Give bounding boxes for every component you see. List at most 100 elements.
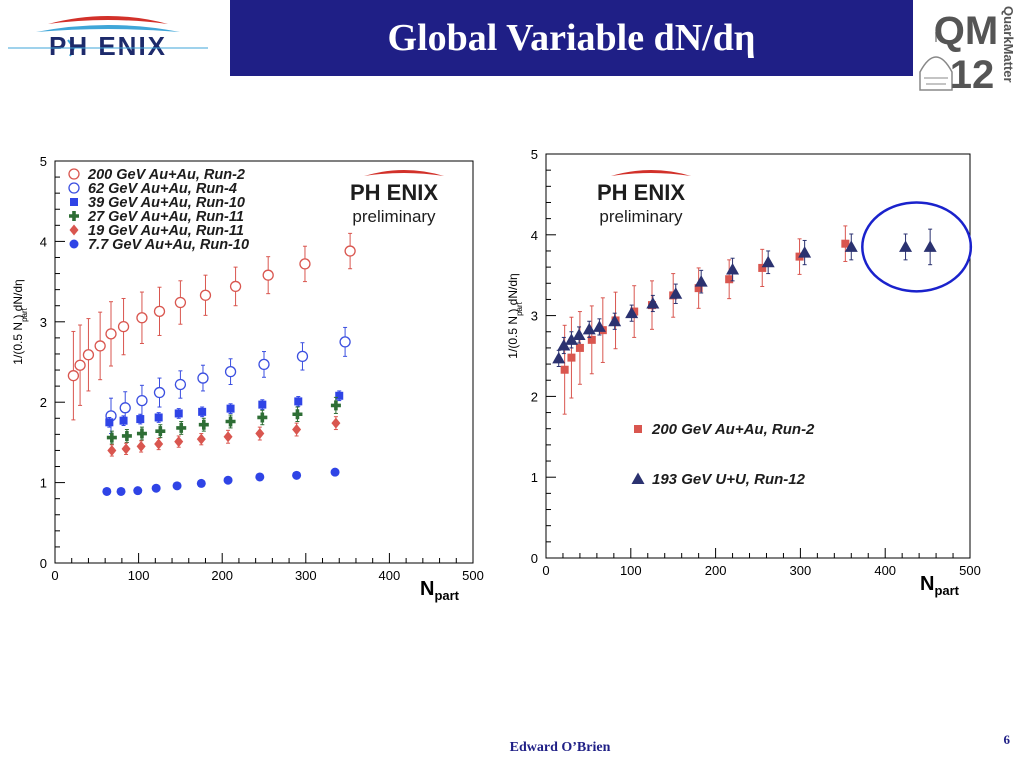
data-point bbox=[608, 314, 622, 327]
qm-logo-number: 12 bbox=[950, 53, 995, 94]
data-point bbox=[196, 478, 206, 488]
y-axis-label-sub: part bbox=[515, 301, 524, 316]
x-tick-label: 100 bbox=[620, 563, 642, 578]
data-point bbox=[798, 246, 812, 258]
data-point bbox=[844, 240, 858, 252]
legend-marker bbox=[70, 198, 78, 206]
data-point bbox=[136, 440, 146, 452]
data-point bbox=[198, 407, 207, 416]
data-point bbox=[335, 391, 344, 400]
data-point bbox=[694, 284, 703, 293]
y-tick-label: 3 bbox=[40, 315, 47, 330]
watermark-phenix: PH ENIX bbox=[597, 180, 685, 205]
capitol-dome-icon bbox=[919, 32, 953, 91]
legend-marker bbox=[69, 239, 79, 249]
data-point bbox=[725, 275, 734, 284]
page-number: 6 bbox=[1003, 732, 1011, 747]
data-point bbox=[255, 428, 265, 440]
y-axis-label-sub: part bbox=[20, 307, 29, 322]
legend-marker bbox=[68, 182, 80, 194]
legend-label: 27 GeV Au+Au, Run-11 bbox=[87, 209, 244, 225]
data-point bbox=[292, 409, 303, 420]
x-tick-label: 200 bbox=[211, 568, 233, 583]
data-point bbox=[575, 343, 584, 352]
chart-right: 0 100 200 300 400 500 0 1 2 3 4 5 Npart 1/(0.5 N ) dN… bbox=[506, 147, 981, 598]
data-point bbox=[841, 239, 850, 248]
legend-label: 19 GeV Au+Au, Run-11 bbox=[88, 223, 244, 239]
y-tick-label: 4 bbox=[531, 228, 538, 243]
series-6 bbox=[102, 467, 340, 496]
data-point bbox=[294, 397, 303, 406]
x-axis-label: Npart bbox=[420, 578, 460, 603]
data-point bbox=[226, 404, 235, 413]
axes bbox=[54, 160, 474, 564]
data-point bbox=[262, 269, 274, 281]
legend-marker bbox=[69, 211, 79, 221]
data-point bbox=[229, 280, 242, 293]
data-point bbox=[67, 370, 80, 382]
watermark-preliminary: preliminary bbox=[352, 207, 436, 226]
data-point bbox=[176, 422, 187, 433]
data-point bbox=[592, 320, 606, 332]
data-point bbox=[174, 378, 187, 391]
data-point bbox=[82, 349, 95, 361]
data-point bbox=[899, 240, 913, 252]
data-point bbox=[625, 306, 639, 319]
data-point bbox=[694, 275, 708, 287]
y-tick-label: 0 bbox=[531, 551, 538, 566]
data-point bbox=[74, 359, 86, 371]
data-point bbox=[174, 409, 183, 418]
watermark-preliminary: preliminary bbox=[599, 207, 683, 226]
data-point bbox=[292, 424, 302, 436]
plot-frame bbox=[54, 160, 474, 564]
y-tick-label: 2 bbox=[531, 389, 538, 404]
data-point bbox=[133, 486, 143, 496]
y-tick-label: 1 bbox=[40, 476, 47, 491]
data-point bbox=[174, 296, 187, 309]
x-tick-label: 500 bbox=[462, 568, 484, 583]
data-point bbox=[557, 338, 571, 351]
phenix-firebird-icon bbox=[364, 170, 444, 176]
phenix-preliminary-watermark: PH ENIX preliminary bbox=[597, 170, 691, 226]
legend-label: 39 GeV Au+Au, Run-10 bbox=[88, 195, 245, 211]
data-point bbox=[172, 481, 182, 491]
x-tick-label: 0 bbox=[51, 568, 58, 583]
data-point bbox=[224, 365, 237, 378]
x-tick-label: 400 bbox=[379, 568, 401, 583]
data-point bbox=[923, 240, 937, 252]
data-point bbox=[94, 340, 106, 352]
x-axis-label-sub: part bbox=[434, 588, 459, 603]
data-point bbox=[330, 467, 340, 477]
data-point bbox=[726, 263, 740, 275]
x-axis-label-sub: part bbox=[934, 583, 959, 598]
data-point bbox=[567, 353, 576, 362]
data-point bbox=[758, 263, 767, 272]
data-point bbox=[196, 433, 206, 445]
data-point bbox=[155, 426, 166, 437]
data-point bbox=[199, 289, 212, 301]
y-axis-label: 1/(0.5 N ) dN/dη bbox=[506, 273, 520, 358]
legend-label: 200 GeV Au+Au, Run-2 bbox=[87, 167, 245, 183]
watermark-phenix: PH ENIX bbox=[350, 180, 438, 205]
legend-marker bbox=[634, 425, 642, 433]
y-tick-label: 0 bbox=[40, 556, 47, 571]
data-point bbox=[560, 365, 569, 374]
data-point bbox=[153, 386, 166, 399]
series-1 bbox=[67, 232, 356, 421]
plot-frame bbox=[545, 153, 971, 559]
data-point bbox=[151, 483, 161, 493]
data-point bbox=[116, 486, 126, 496]
y-tick-label: 5 bbox=[531, 147, 538, 162]
slide-title: Global Variable dN/dη bbox=[387, 17, 756, 59]
highlight-ellipse bbox=[861, 201, 973, 293]
x-tick-label: 0 bbox=[542, 563, 549, 578]
series-2 bbox=[552, 228, 937, 368]
data-point bbox=[257, 412, 268, 423]
data-point bbox=[564, 333, 578, 345]
legend: 200 GeV Au+Au, Run-2 193 GeV U+U, Run-12 bbox=[631, 421, 815, 488]
data-point bbox=[198, 419, 209, 430]
data-point bbox=[292, 470, 302, 480]
data-point bbox=[223, 431, 233, 443]
phenix-preliminary-watermark: PH ENIX preliminary bbox=[350, 170, 444, 226]
x-tick-label: 500 bbox=[959, 563, 981, 578]
